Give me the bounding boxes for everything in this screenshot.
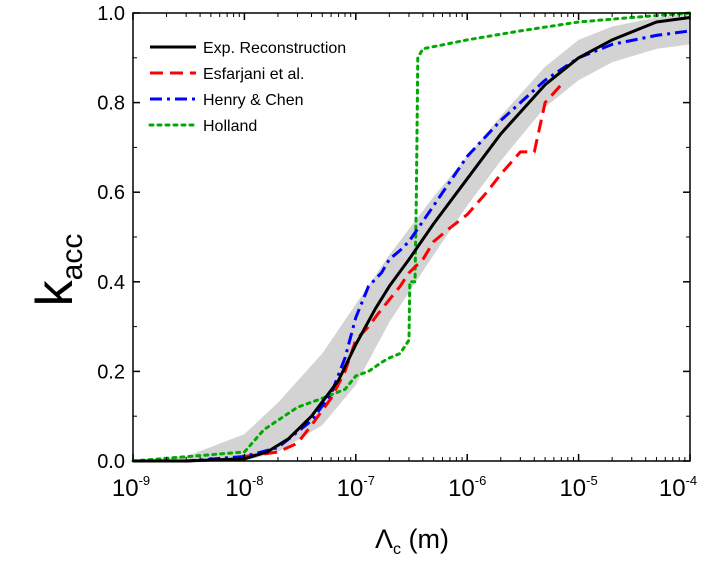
x-tick-label: 10-7 [337, 473, 375, 502]
x-tick-base: 10 [659, 475, 686, 502]
x-tick-base: 10 [448, 475, 475, 502]
y-tick-label: 0.8 [97, 93, 125, 115]
x-tick-exponent: -6 [475, 473, 487, 488]
x-axis-title-main: Λ [375, 524, 393, 554]
x-axis-title-unit: (m) [401, 524, 449, 554]
x-axis-title-sub: c [393, 541, 401, 558]
x-tick-base: 10 [337, 475, 364, 502]
y-tick-label: 0.2 [97, 361, 125, 383]
legend-label: Henry & Chen [203, 92, 304, 109]
x-tick-exponent: -5 [586, 473, 598, 488]
x-tick-label: 10-5 [559, 473, 597, 502]
x-tick-label: 10-9 [112, 473, 150, 502]
legend: Exp. Reconstruction Esfarjani et al. Henry… [148, 40, 346, 135]
series-line-esfarjani-et-al [244, 83, 563, 458]
legend-label: Exp. Reconstruction [203, 40, 346, 57]
x-tick-exponent: -8 [252, 473, 264, 488]
y-tick-labels: 0.0 0.2 0.4 0.6 0.8 1.0 [97, 3, 125, 473]
y-axis-title: kacc [26, 234, 89, 307]
x-tick-label: 10-8 [225, 473, 263, 502]
y-tick-label: 0.4 [97, 272, 125, 294]
x-tick-label: 10-6 [448, 473, 486, 502]
axis-ticks [132, 12, 691, 462]
x-axis-title: Λc (m) [375, 524, 449, 558]
series-line-holland [131, 11, 692, 463]
x-tick-exponent: -4 [686, 473, 698, 488]
y-tick-label: 0.6 [97, 182, 125, 204]
series-layer [131, 11, 692, 463]
x-tick-exponent: -9 [139, 473, 151, 488]
x-tick-exponent: -7 [363, 473, 375, 488]
y-axis-title-main: k [26, 279, 84, 306]
y-tick-label: 0.0 [97, 451, 125, 473]
series-line-exp-reconstruction [133, 16, 691, 463]
x-tick-base: 10 [559, 475, 586, 502]
x-tick-labels: 10-9 10-8 10-7 10-6 10-5 10-4 [112, 473, 697, 502]
y-axis-title-sub: acc [56, 234, 89, 281]
x-tick-base: 10 [112, 475, 139, 502]
x-tick-label: 10-4 [659, 473, 697, 502]
legend-label: Esfarjani et al. [203, 66, 304, 83]
x-tick-base: 10 [225, 475, 252, 502]
y-tick-label: 1.0 [97, 3, 125, 25]
legend-label: Holland [203, 118, 257, 135]
